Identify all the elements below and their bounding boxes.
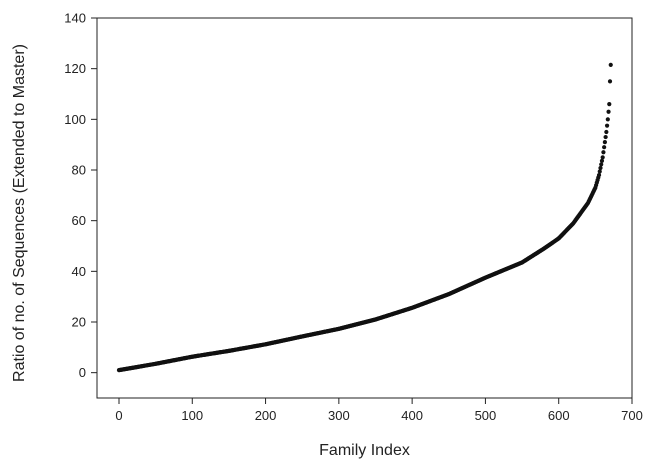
x-tick-label: 100 [181, 408, 203, 423]
x-tick-label: 300 [328, 408, 350, 423]
y-axis-title: Ratio of no. of Sequences (Extended to M… [11, 44, 28, 382]
data-point [607, 102, 612, 107]
x-tick-label: 600 [548, 408, 570, 423]
x-tick-label: 400 [401, 408, 423, 423]
y-tick-label: 120 [64, 61, 86, 76]
y-tick-label: 20 [72, 315, 86, 330]
data-point [596, 172, 602, 178]
data-point [599, 158, 605, 163]
y-tick-label: 0 [79, 365, 86, 380]
data-points [116, 62, 613, 373]
data-point [604, 123, 610, 128]
x-tick-label: 500 [475, 408, 497, 423]
y-tick-label: 80 [72, 163, 86, 178]
data-point [602, 145, 607, 150]
data-point [597, 169, 602, 174]
x-tick-label: 700 [621, 408, 643, 423]
y-tick-label: 100 [64, 112, 86, 127]
data-point [607, 79, 613, 84]
y-tick-label: 60 [72, 213, 86, 228]
data-point [601, 150, 606, 155]
data-point [600, 155, 605, 160]
data-point [599, 162, 604, 167]
data-point [598, 165, 603, 171]
y-tick-label: 40 [72, 264, 86, 279]
data-point [602, 140, 607, 145]
data-point [608, 62, 613, 67]
data-point [606, 109, 611, 114]
data-point [603, 134, 608, 140]
y-tick-label: 140 [64, 11, 86, 26]
data-point [605, 117, 610, 122]
x-axis-title: Family Index [319, 442, 410, 459]
data-point [604, 129, 609, 135]
x-tick-label: 200 [255, 408, 277, 423]
x-tick-label: 0 [115, 408, 122, 423]
plot-frame [96, 17, 633, 399]
